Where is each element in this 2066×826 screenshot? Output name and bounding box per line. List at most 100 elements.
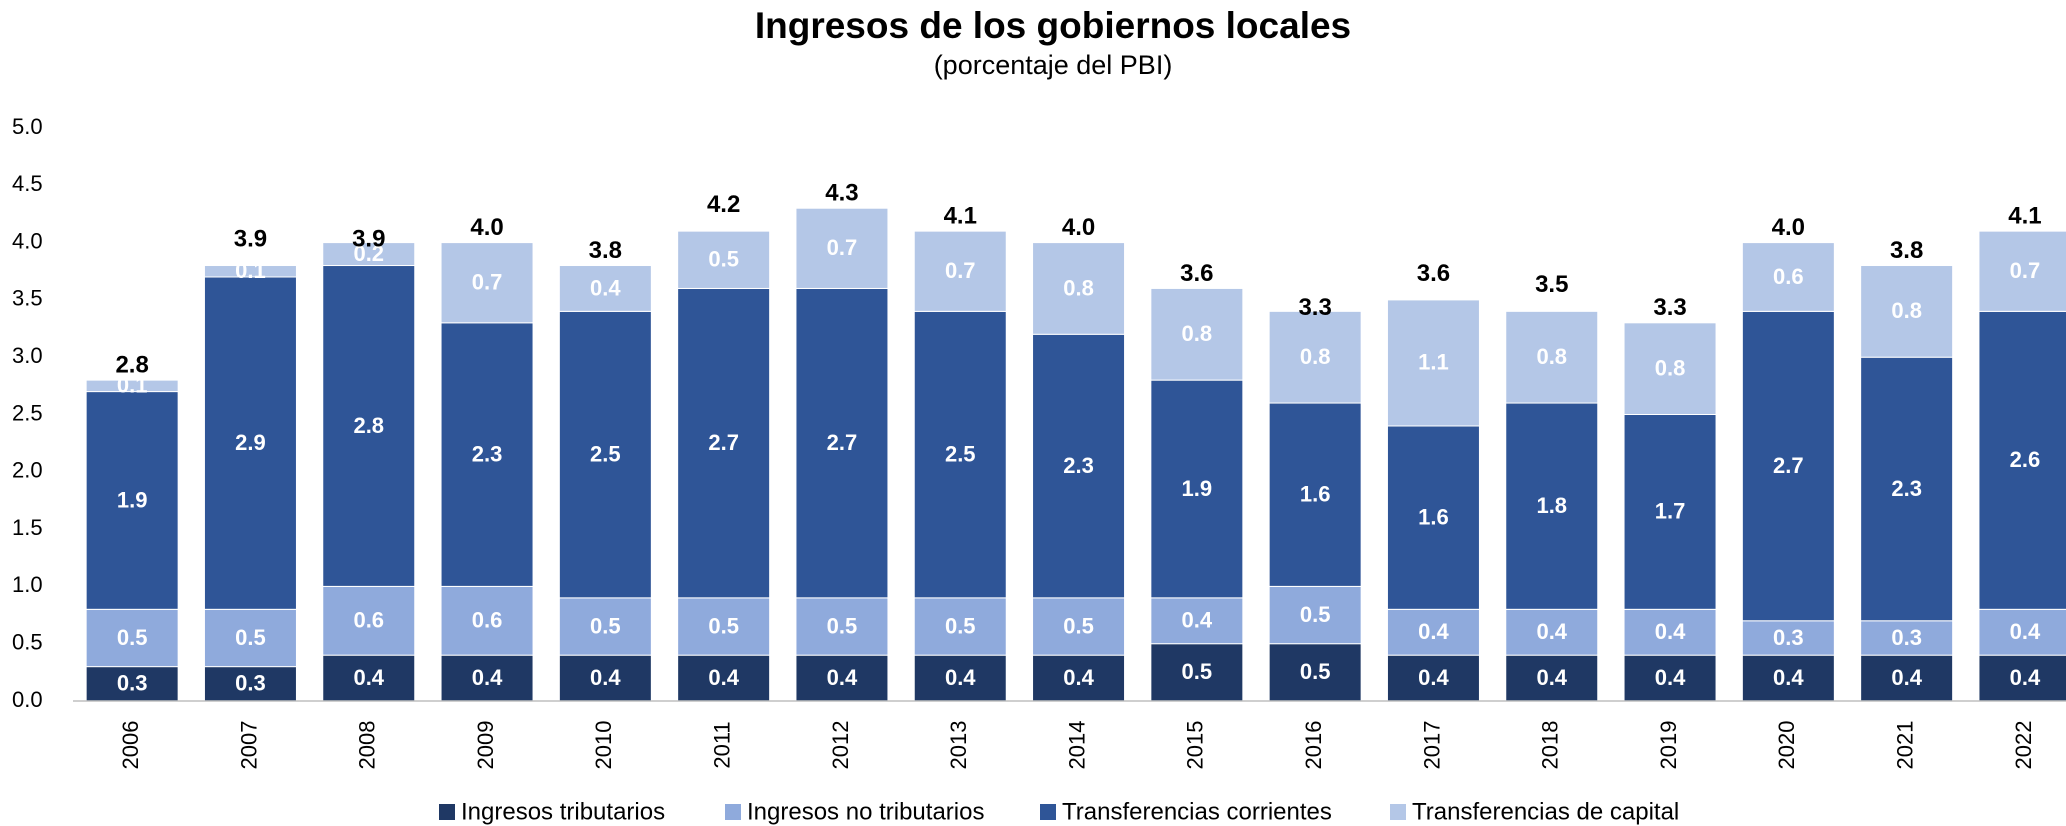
data-label: 0.4 bbox=[945, 665, 976, 690]
bar-segment bbox=[1741, 242, 1835, 312]
total-label: 4.1 bbox=[944, 202, 977, 229]
data-label: 0.5 bbox=[827, 613, 858, 638]
legend-swatch bbox=[1390, 804, 1406, 820]
total-label: 3.9 bbox=[352, 225, 385, 252]
data-label: 0.8 bbox=[1063, 275, 1094, 300]
bar-segment bbox=[1032, 242, 1126, 335]
data-label: 0.5 bbox=[117, 625, 148, 650]
bar-segment bbox=[1860, 356, 1954, 622]
y-tick-label: 4.0 bbox=[12, 228, 43, 253]
data-label: 0.7 bbox=[827, 235, 858, 260]
legend-swatch bbox=[725, 804, 741, 820]
y-tick-label: 0.0 bbox=[12, 687, 43, 712]
bar-segment bbox=[677, 597, 771, 656]
data-label: 0.3 bbox=[235, 671, 266, 696]
bar-segment bbox=[440, 242, 534, 324]
data-label: 0.4 bbox=[2010, 619, 2041, 644]
bar-segment bbox=[1150, 287, 1244, 381]
data-label: 0.8 bbox=[1655, 355, 1686, 380]
y-tick-label: 5.0 bbox=[12, 114, 43, 139]
x-tick-label: 2022 bbox=[2011, 721, 2036, 770]
bar-segment bbox=[1860, 620, 1954, 656]
bar-segment bbox=[203, 265, 297, 278]
bar-segment bbox=[440, 654, 534, 702]
total-label: 4.3 bbox=[825, 180, 858, 207]
x-tick-label: 2006 bbox=[118, 721, 143, 770]
data-label: 0.4 bbox=[2010, 665, 2041, 690]
data-label: 0.4 bbox=[590, 665, 621, 690]
x-tick-label: 2014 bbox=[1064, 721, 1089, 770]
x-tick-label: 2010 bbox=[591, 721, 616, 770]
total-label: 4.0 bbox=[1772, 214, 1805, 241]
data-label: 2.3 bbox=[472, 441, 503, 466]
total-label: 4.2 bbox=[707, 191, 740, 218]
data-label: 0.4 bbox=[590, 275, 621, 300]
bar-segment bbox=[1268, 402, 1362, 587]
data-label: 0.4 bbox=[353, 665, 384, 690]
data-label: 2.3 bbox=[1891, 476, 1922, 501]
x-tick-label: 2017 bbox=[1419, 721, 1444, 770]
bar-segment bbox=[1623, 608, 1717, 656]
bar-segment bbox=[1386, 654, 1480, 702]
data-label: 0.4 bbox=[472, 665, 503, 690]
data-label: 0.3 bbox=[1891, 625, 1922, 650]
data-label: 1.7 bbox=[1655, 499, 1686, 524]
chart-title: Ingresos de los gobiernos locales bbox=[755, 5, 1351, 46]
bar-segment bbox=[1505, 310, 1599, 404]
x-tick-label: 2018 bbox=[1538, 721, 1563, 770]
data-label: 0.3 bbox=[1773, 625, 1804, 650]
bar-segment bbox=[1505, 654, 1599, 702]
y-tick-label: 1.5 bbox=[12, 515, 43, 540]
legend-label: Ingresos tributarios bbox=[461, 798, 665, 825]
bar-segment bbox=[558, 265, 652, 312]
data-label: 0.4 bbox=[1655, 665, 1686, 690]
x-tick-label: 2020 bbox=[1774, 721, 1799, 770]
data-label: 0.7 bbox=[945, 258, 976, 283]
data-label: 0.5 bbox=[590, 613, 621, 638]
x-tick-label: 2011 bbox=[709, 721, 734, 768]
bar-segment bbox=[1268, 310, 1362, 404]
bar-segment bbox=[322, 242, 416, 267]
data-label: 2.7 bbox=[708, 430, 739, 455]
data-label: 0.5 bbox=[708, 613, 739, 638]
bar-segment bbox=[677, 654, 771, 702]
data-label: 0.3 bbox=[117, 671, 148, 696]
y-tick-label: 2.0 bbox=[12, 458, 43, 483]
bar-segment bbox=[913, 654, 1007, 702]
total-label: 4.0 bbox=[470, 214, 503, 241]
data-label: 0.5 bbox=[1300, 602, 1331, 627]
x-tick-label: 2015 bbox=[1183, 721, 1208, 770]
bar-segment bbox=[1505, 402, 1599, 610]
data-label: 0.4 bbox=[1891, 665, 1922, 690]
x-tick-label: 2021 bbox=[1892, 721, 1917, 770]
bar-segment bbox=[203, 608, 297, 668]
data-label: 0.8 bbox=[1891, 298, 1922, 323]
data-label: 2.7 bbox=[1773, 453, 1804, 478]
data-label: 0.4 bbox=[1063, 665, 1094, 690]
data-label: 0.8 bbox=[1182, 321, 1213, 346]
bar-segment bbox=[558, 310, 652, 599]
x-tick-label: 2009 bbox=[473, 721, 498, 770]
bar-segment bbox=[1741, 620, 1835, 656]
chart-subtitle: (porcentaje del PBI) bbox=[934, 50, 1173, 80]
x-tick-label: 2008 bbox=[355, 721, 380, 770]
bar-segment bbox=[795, 654, 889, 702]
bar-segment bbox=[322, 585, 416, 656]
data-label: 0.5 bbox=[708, 247, 739, 272]
legend-label: Transferencias de capital bbox=[1412, 798, 1679, 825]
data-label: 0.4 bbox=[1418, 665, 1449, 690]
bar-segment bbox=[1150, 379, 1244, 599]
bar-segment bbox=[1032, 333, 1126, 599]
data-label: 1.9 bbox=[1182, 476, 1213, 501]
total-label: 4.1 bbox=[2008, 202, 2041, 229]
data-label: 0.4 bbox=[1536, 619, 1567, 644]
y-tick-label: 2.5 bbox=[12, 400, 43, 425]
y-tick-label: 3.0 bbox=[12, 343, 43, 368]
bar-segment bbox=[677, 287, 771, 599]
x-tick-label: 2013 bbox=[946, 721, 971, 770]
data-label: 0.4 bbox=[708, 665, 739, 690]
bar-segment bbox=[85, 666, 179, 702]
legend-swatch bbox=[1040, 804, 1056, 820]
y-tick-label: 4.5 bbox=[12, 171, 43, 196]
data-label: 0.6 bbox=[353, 608, 384, 633]
